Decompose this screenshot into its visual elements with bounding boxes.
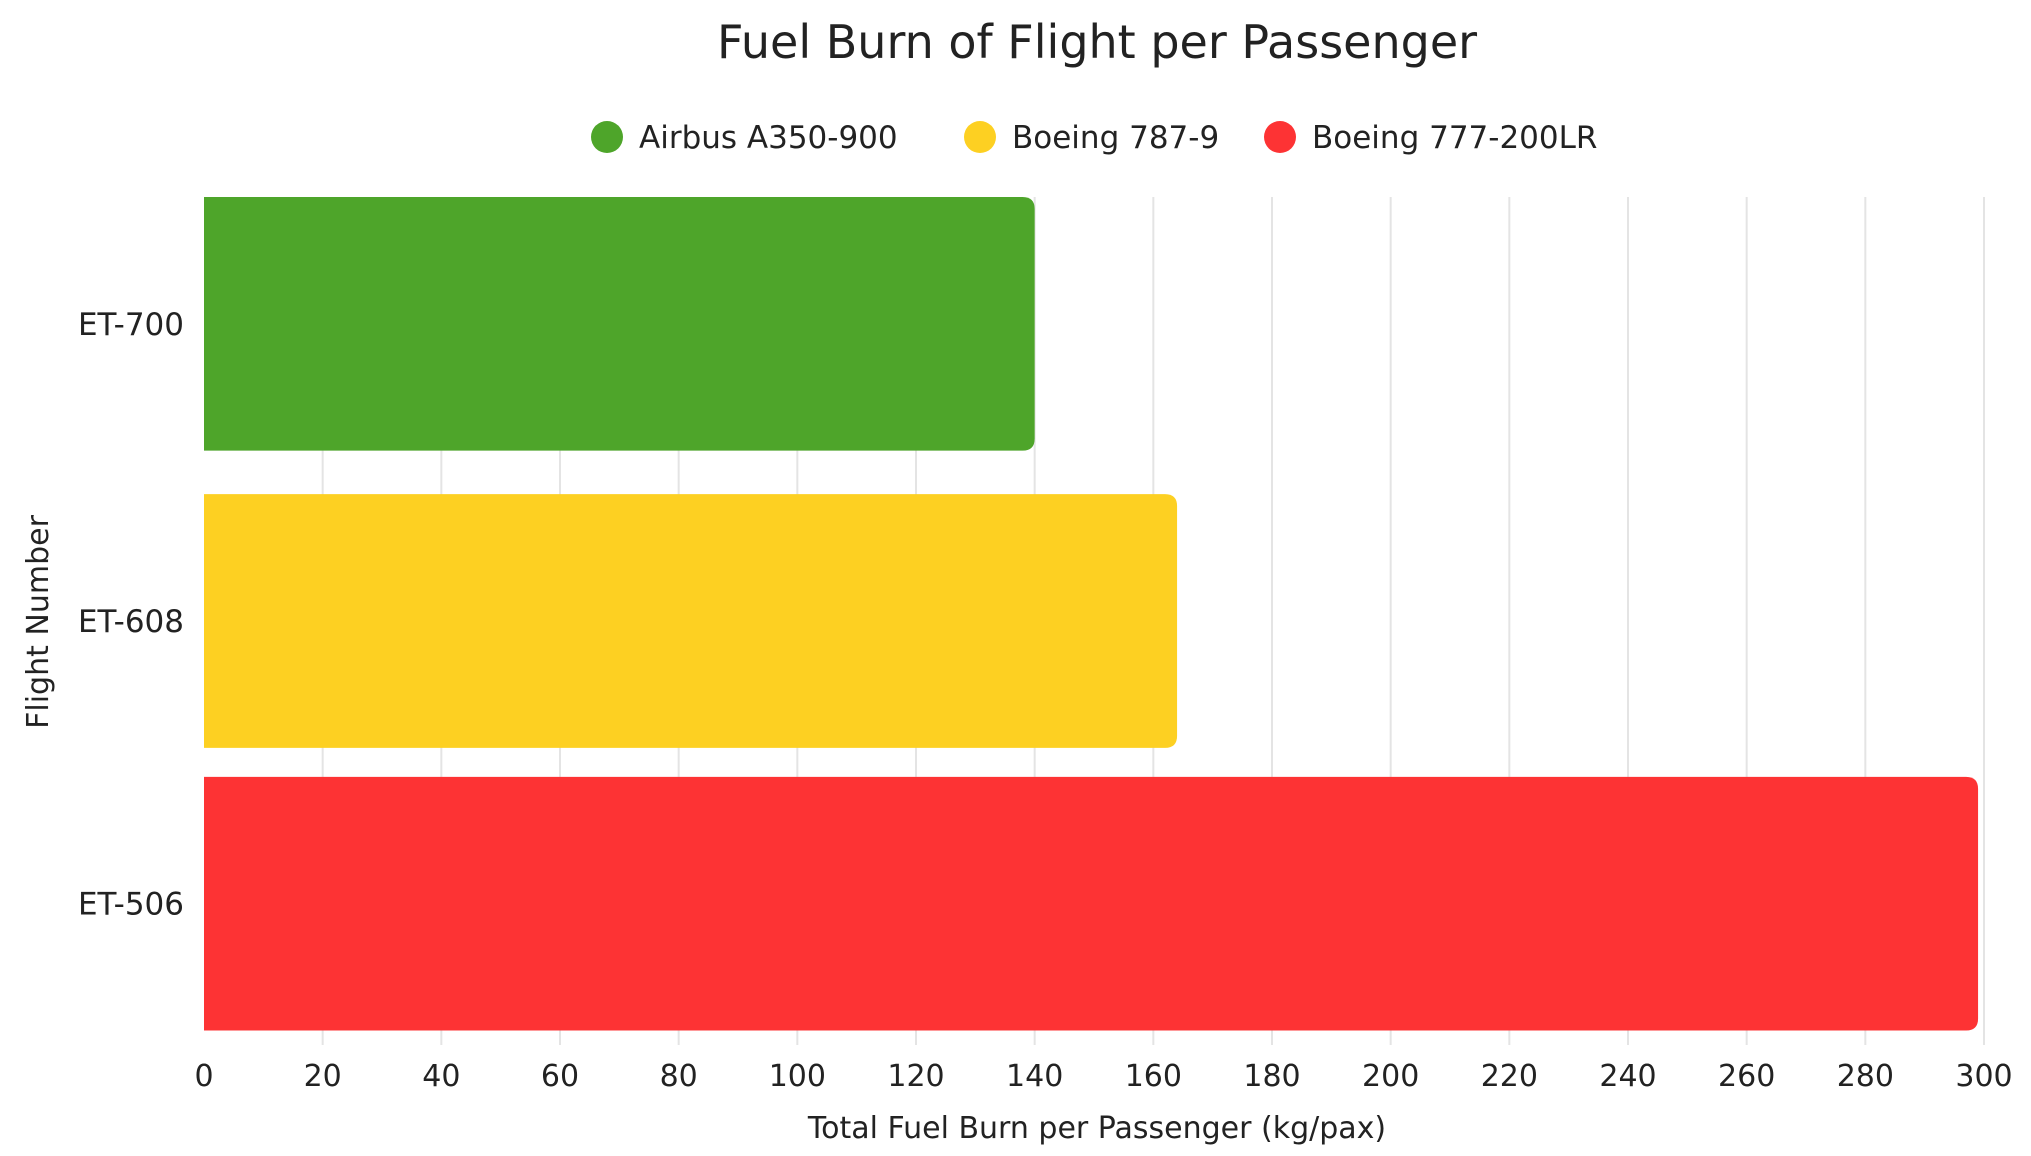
legend-label-1: Boeing 787-9 [1012, 120, 1219, 156]
legend: Airbus A350-900 Boeing 787-9 Boeing 777-20… [591, 120, 1597, 156]
x-tick-label-40: 40 [422, 1059, 460, 1094]
x-tick-label-120: 120 [887, 1059, 944, 1094]
x-tick-label-300: 300 [1955, 1059, 2012, 1094]
legend-swatch-1 [964, 121, 996, 153]
bar-et-506 [204, 776, 1979, 1031]
y-axis-category-labels: ET-700 ET-608 ET-506 [78, 307, 184, 923]
category-label-et-506: ET-506 [78, 887, 184, 923]
x-tick-label-180: 180 [1243, 1059, 1300, 1094]
x-tick-label-100: 100 [769, 1059, 826, 1094]
x-tick-label-140: 140 [1006, 1059, 1063, 1094]
legend-swatch-2 [1264, 121, 1296, 153]
y-axis-title: Flight Number [21, 514, 56, 728]
x-tick-label-80: 80 [660, 1059, 698, 1094]
bars [204, 197, 1979, 1031]
legend-label-2: Boeing 777-200LR [1312, 120, 1597, 156]
category-label-et-608: ET-608 [78, 604, 184, 640]
x-tick-label-60: 60 [541, 1059, 579, 1094]
x-tick-label-160: 160 [1125, 1059, 1182, 1094]
x-tick-label-240: 240 [1599, 1059, 1656, 1094]
x-axis-title: Total Fuel Burn per Passenger (kg/pax) [807, 1111, 1386, 1146]
chart-title: Fuel Burn of Flight per Passenger [717, 15, 1477, 69]
x-tick-label-260: 260 [1718, 1059, 1775, 1094]
x-tick-label-200: 200 [1362, 1059, 1419, 1094]
x-tick-label-20: 20 [304, 1059, 342, 1094]
category-label-et-700: ET-700 [78, 307, 184, 343]
x-tick-label-220: 220 [1481, 1059, 1538, 1094]
legend-swatch-0 [591, 121, 623, 153]
bar-et-608 [204, 494, 1178, 748]
x-tick-label-280: 280 [1837, 1059, 1894, 1094]
x-axis-tick-labels: 0 20 40 60 80 100 120 140 160 180 200 220 240 260 280 3… [194, 1059, 2012, 1094]
x-tick-label-0: 0 [194, 1059, 213, 1094]
legend-label-0: Airbus A350-900 [639, 120, 898, 156]
bar-et-700 [204, 197, 1035, 451]
